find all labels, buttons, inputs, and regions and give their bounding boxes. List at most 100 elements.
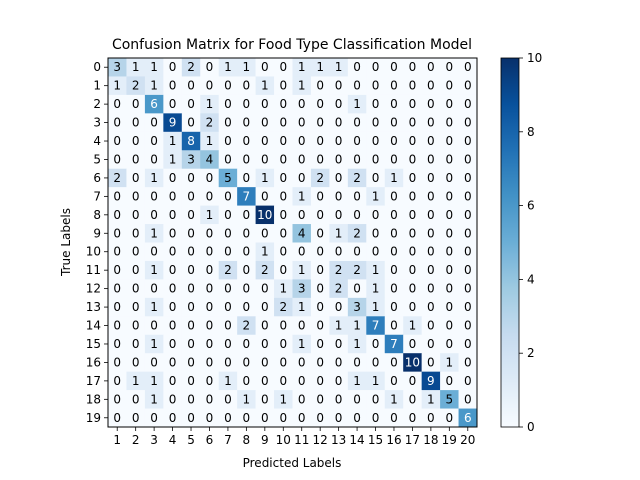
heatmap-cell	[218, 150, 238, 169]
heatmap-cell	[347, 408, 367, 428]
cell-value-label: 0	[335, 208, 343, 222]
heatmap-cell	[163, 408, 183, 428]
cell-value-label: 2	[353, 171, 361, 185]
heatmap-cell	[403, 297, 422, 317]
heatmap-cell	[329, 150, 349, 169]
cell-value-label: 0	[427, 97, 435, 111]
colorbar-tick-label: 2	[527, 346, 535, 360]
heatmap-cell	[163, 76, 183, 96]
heatmap-cell	[366, 353, 386, 372]
heatmap-cell	[144, 224, 164, 243]
cell-value-label: 0	[169, 337, 177, 351]
heatmap-cell	[384, 371, 404, 391]
heatmap-cell	[310, 260, 330, 280]
heatmap-cell	[421, 131, 441, 151]
heatmap-cell	[384, 408, 404, 428]
heatmap-cell	[126, 113, 146, 133]
cell-value-label: 0	[187, 189, 195, 203]
cell-value-label: 0	[113, 189, 121, 203]
heatmap-cell	[181, 408, 201, 428]
heatmap-cell	[329, 408, 349, 428]
cell-value-label: 1	[445, 355, 453, 369]
cell-value-label: 0	[206, 282, 214, 296]
heatmap-cell	[108, 279, 127, 299]
heatmap-cell	[403, 205, 422, 225]
heatmap-cell	[218, 297, 238, 317]
cell-value-label: 0	[335, 134, 343, 148]
cell-value-label: 0	[298, 208, 306, 222]
heatmap-cell	[200, 224, 219, 243]
cell-value-label: 1	[372, 300, 380, 314]
heatmap-cell	[274, 353, 293, 372]
cell-value-label: 0	[113, 337, 121, 351]
cell-value-label: 0	[409, 134, 417, 148]
heatmap-cell	[347, 260, 367, 280]
heatmap-cell	[237, 187, 256, 206]
heatmap-cell	[421, 113, 441, 133]
cell-value-label: 0	[243, 411, 251, 425]
cell-value-label: 10	[405, 355, 420, 369]
heatmap-cell	[144, 242, 164, 262]
cell-value-label: 0	[445, 79, 453, 93]
cell-value-label: 0	[390, 411, 398, 425]
heatmap-cell	[384, 297, 404, 317]
cell-value-label: 0	[169, 208, 177, 222]
x-tick-label: 10	[276, 433, 291, 447]
heatmap-cell	[366, 113, 386, 133]
cell-value-label: 0	[409, 282, 417, 296]
heatmap-cell	[347, 113, 367, 133]
cell-value-label: 1	[243, 392, 251, 406]
heatmap-cell	[218, 94, 238, 114]
cell-value-label: 0	[150, 134, 158, 148]
heatmap-cell	[255, 408, 275, 428]
cell-value-label: 0	[316, 392, 324, 406]
heatmap-cell	[218, 390, 238, 409]
colorbar-tick-label: 4	[527, 272, 535, 286]
cell-value-label: 0	[353, 152, 361, 166]
heatmap-cell	[292, 58, 312, 77]
cell-value-label: 0	[464, 152, 472, 166]
heatmap-cell	[292, 224, 312, 243]
heatmap-cell	[163, 242, 183, 262]
y-tick-label: 11	[86, 263, 101, 277]
heatmap-cell	[403, 260, 422, 280]
cell-value-label: 0	[298, 171, 306, 185]
heatmap-cell	[255, 316, 275, 336]
heatmap-cell	[384, 353, 404, 372]
heatmap-cell	[440, 316, 459, 336]
heatmap-cell	[310, 390, 330, 409]
heatmap-cell	[163, 168, 183, 188]
heatmap-cell	[458, 150, 478, 169]
heatmap-cell	[329, 113, 349, 133]
heatmap-cell	[384, 131, 404, 151]
heatmap-cell	[384, 113, 404, 133]
cell-value-label: 0	[409, 79, 417, 93]
cell-value-label: 1	[150, 60, 158, 74]
heatmap-cell	[384, 242, 404, 262]
cell-value-label: 0	[224, 282, 232, 296]
cell-value-label: 0	[132, 134, 140, 148]
cell-value-label: 0	[409, 60, 417, 74]
heatmap-cell	[421, 187, 441, 206]
cell-value-label: 0	[224, 411, 232, 425]
heatmap-cell	[237, 113, 256, 133]
heatmap-cell	[403, 353, 422, 372]
heatmap-cell	[403, 150, 422, 169]
heatmap-cell	[144, 76, 164, 96]
cell-value-label: 0	[150, 282, 158, 296]
cell-value-label: 1	[353, 337, 361, 351]
heatmap-cell	[163, 113, 183, 133]
cell-value-label: 0	[206, 392, 214, 406]
heatmap-cell	[181, 260, 201, 280]
heatmap-cell	[421, 94, 441, 114]
cell-value-label: 0	[187, 263, 195, 277]
heatmap-cell	[421, 58, 441, 77]
cell-value-label: 0	[427, 411, 435, 425]
heatmap-cell	[126, 353, 146, 372]
heatmap-cell	[163, 260, 183, 280]
cell-value-label: 0	[427, 134, 435, 148]
cell-value-label: 0	[427, 355, 435, 369]
cell-value-label: 0	[224, 355, 232, 369]
heatmap-cell	[126, 224, 146, 243]
cell-value-label: 0	[206, 300, 214, 314]
